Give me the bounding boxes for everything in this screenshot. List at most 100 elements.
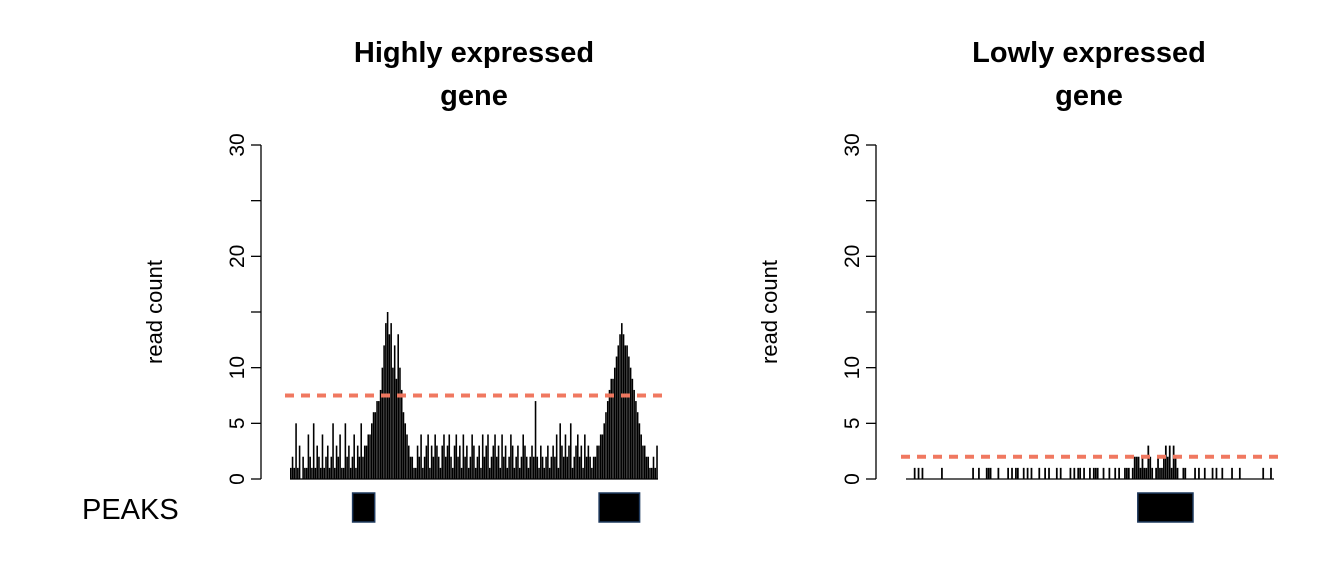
bar: [318, 456, 320, 479]
bar: [407, 445, 410, 479]
bar: [569, 423, 572, 479]
bar: [436, 445, 438, 479]
bar: [1044, 467, 1046, 479]
bar: [499, 467, 502, 479]
bar: [481, 434, 484, 479]
bar: [596, 445, 598, 479]
bar: [613, 367, 616, 479]
bar: [319, 467, 322, 479]
bar: [432, 456, 435, 479]
bar: [1141, 456, 1144, 479]
bar: [1016, 467, 1019, 479]
bar: [321, 434, 324, 479]
bar: [480, 467, 482, 479]
bar: [427, 434, 429, 479]
bar: [1038, 467, 1041, 479]
bar: [355, 467, 357, 479]
bar: [444, 456, 447, 479]
bar: [987, 467, 990, 479]
bar: [538, 467, 540, 479]
bar: [409, 456, 412, 479]
bar: [1118, 467, 1120, 479]
bar: [413, 467, 415, 479]
bar: [608, 389, 611, 479]
chart-title-line-2: gene: [440, 80, 508, 112]
bar: [1170, 467, 1173, 479]
bar: [589, 456, 591, 479]
peak-blocks: [1137, 492, 1194, 523]
bar: [543, 467, 546, 479]
peaks-label: PEAKS: [82, 494, 179, 526]
bar: [348, 445, 350, 479]
bar: [402, 412, 405, 479]
bar: [547, 445, 549, 479]
bar: [328, 467, 331, 479]
bar: [478, 445, 480, 479]
bar: [1161, 467, 1163, 479]
bar: [453, 445, 456, 479]
bar: [1108, 467, 1111, 479]
bar: [1174, 456, 1177, 479]
bar: [406, 434, 408, 479]
bar: [1231, 467, 1233, 479]
bar: [496, 456, 498, 479]
bar: [460, 467, 463, 479]
bar: [492, 445, 495, 479]
bar: [1157, 456, 1159, 479]
bar: [504, 445, 507, 479]
bar: [1069, 467, 1072, 479]
bar: [552, 445, 554, 479]
bar: [353, 434, 355, 479]
bar: [404, 423, 407, 479]
bar: [599, 434, 602, 479]
bar: [1022, 467, 1025, 479]
bar: [921, 467, 924, 479]
bar: [1166, 456, 1169, 479]
bar: [550, 456, 553, 479]
bar: [545, 456, 547, 479]
bar: [1126, 467, 1128, 479]
y-axis: 0 5 10 20 30: [841, 133, 877, 485]
bar: [490, 456, 493, 479]
bar: [1139, 467, 1142, 479]
bar: [358, 456, 361, 479]
y-tick-label: 5: [226, 417, 249, 429]
bar: [298, 445, 301, 479]
bar: [339, 434, 341, 479]
bar: [341, 467, 343, 479]
bar: [941, 467, 943, 479]
bar: [555, 434, 558, 479]
bar: [517, 445, 519, 479]
bar: [451, 467, 454, 479]
bar: [293, 467, 296, 479]
bar: [418, 456, 421, 479]
bar: [564, 434, 567, 479]
bar: [446, 445, 449, 479]
bar: [376, 401, 378, 479]
bar: [439, 467, 442, 479]
bar: [1145, 467, 1148, 479]
bar: [362, 456, 364, 479]
bar: [1102, 467, 1105, 479]
bar: [515, 456, 517, 479]
bar: [393, 345, 396, 479]
bar: [351, 456, 354, 479]
bar: [594, 456, 597, 479]
bar: [647, 456, 650, 479]
bar: [575, 445, 577, 479]
bar: [346, 456, 348, 479]
bar: [423, 456, 426, 479]
bar: [622, 334, 625, 479]
bar: [1168, 445, 1171, 479]
bar: [628, 356, 630, 479]
bar: [455, 434, 458, 479]
bar: [332, 423, 334, 479]
bar: [1092, 467, 1095, 479]
bar: [356, 445, 359, 479]
bar: [395, 378, 398, 479]
bar: [487, 434, 489, 479]
bar: [615, 356, 618, 479]
bars: [285, 312, 663, 480]
bar: [314, 467, 317, 479]
